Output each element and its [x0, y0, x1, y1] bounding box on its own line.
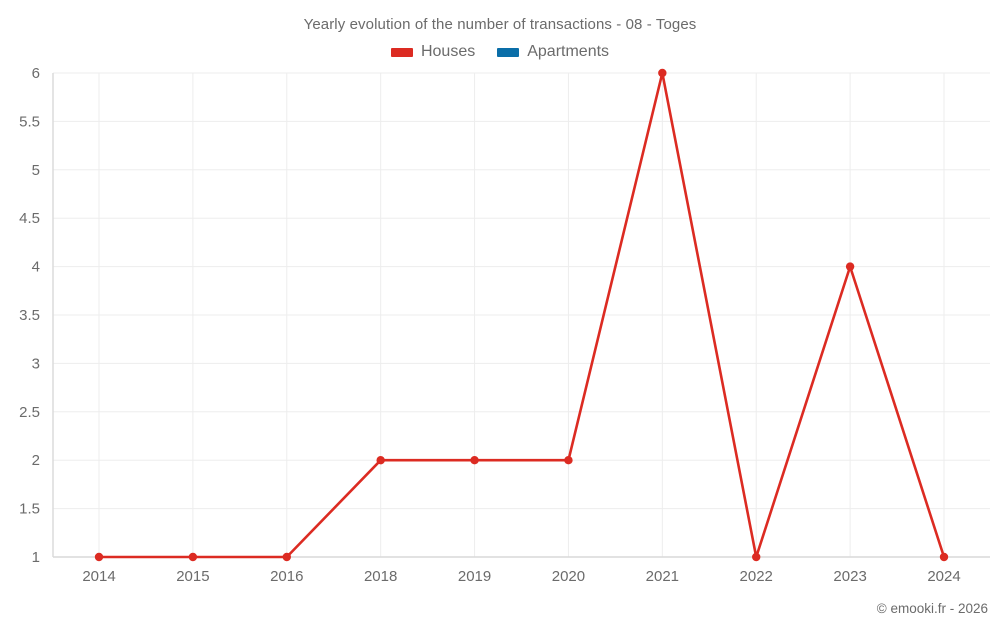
y-tick-label: 3.5 [19, 307, 40, 324]
legend-item-apartments[interactable]: Apartments [497, 43, 609, 61]
y-tick-label: 2 [32, 452, 40, 469]
data-point-houses[interactable] [94, 552, 104, 562]
series-line-houses [97, 71, 946, 559]
y-tick-label: 6 [32, 65, 40, 82]
x-tick-label: 2016 [270, 568, 303, 585]
data-point-houses[interactable] [845, 262, 855, 271]
x-tick-label: 2024 [927, 568, 960, 585]
data-point-houses[interactable] [282, 552, 291, 562]
data-point-houses[interactable] [752, 552, 761, 562]
x-axis-tick-labels: 2014 2015 2016 2018 2019 2020 2021 2022 2023 2024 [82, 568, 960, 585]
data-point-houses[interactable] [376, 456, 385, 465]
x-tick-label: 2020 [552, 568, 585, 585]
legend-label-houses: Houses [420, 43, 476, 60]
y-tick-label: 5 [32, 162, 40, 179]
y-tick-label: 5.5 [19, 113, 40, 130]
legend-swatch-apartments [497, 47, 520, 57]
x-tick-label: 2014 [82, 568, 115, 585]
data-point-houses[interactable] [188, 552, 198, 562]
x-tick-label: 2018 [364, 568, 397, 585]
data-point-houses[interactable] [470, 456, 479, 465]
copyright-credit: © emooki.fr - 2026 [876, 601, 988, 616]
x-tick-label: 2019 [458, 568, 491, 585]
legend-item-houses[interactable]: Houses [390, 43, 476, 61]
data-point-houses[interactable] [939, 552, 949, 562]
gridlines-horizontal [53, 72, 990, 558]
x-tick-label: 2021 [646, 568, 679, 585]
y-tick-label: 4.5 [19, 210, 40, 227]
y-tick-label: 1 [32, 549, 40, 566]
x-tick-label: 2023 [833, 568, 866, 585]
series-polylines [97, 71, 946, 559]
x-tick-label: 2022 [740, 568, 773, 585]
y-tick-label: 3 [32, 355, 40, 372]
series-data-points [94, 68, 949, 562]
x-tick-label: 2015 [176, 568, 209, 585]
y-tick-label: 1.5 [19, 501, 40, 518]
data-point-houses[interactable] [564, 456, 573, 465]
chart-legend: Houses Apartments [0, 43, 1000, 61]
chart-title: Yearly evolution of the number of transa… [303, 16, 697, 33]
y-tick-label: 2.5 [19, 404, 40, 421]
y-tick-label: 4 [32, 259, 40, 276]
legend-label-apartments: Apartments [527, 43, 610, 60]
y-axis-tick-labels: 1 1.5 2 2.5 3 3.5 4 4.5 5 5.5 6 [19, 65, 40, 566]
legend-swatch-houses [390, 47, 413, 57]
data-point-houses[interactable] [658, 68, 667, 78]
gridlines-vertical [98, 73, 945, 557]
